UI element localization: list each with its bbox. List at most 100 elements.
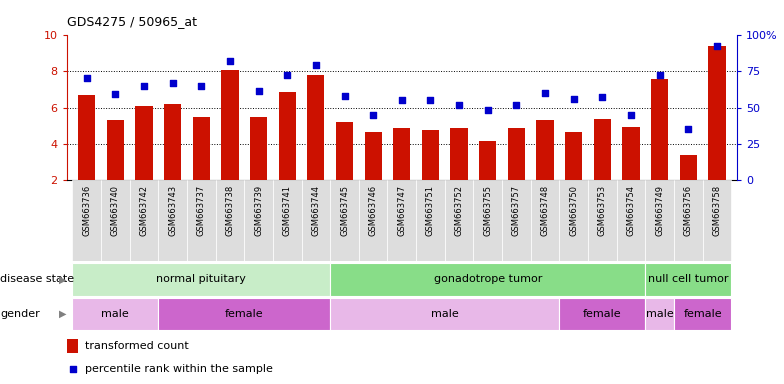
Text: transformed count: transformed count <box>85 341 189 351</box>
Bar <box>617 180 645 261</box>
Bar <box>101 180 129 261</box>
Text: GSM663741: GSM663741 <box>283 185 292 235</box>
Point <box>453 101 466 108</box>
Point <box>596 94 608 100</box>
Text: GSM663755: GSM663755 <box>483 185 492 235</box>
Text: GSM663737: GSM663737 <box>197 185 205 236</box>
Bar <box>129 180 158 261</box>
Point <box>223 58 236 64</box>
Bar <box>67 339 78 353</box>
Text: GSM663758: GSM663758 <box>713 185 721 236</box>
Bar <box>78 95 96 180</box>
Bar <box>359 180 387 261</box>
Bar <box>451 127 468 180</box>
Bar <box>336 122 353 180</box>
Text: GDS4275 / 50965_at: GDS4275 / 50965_at <box>67 15 197 28</box>
Bar <box>674 180 702 261</box>
Bar <box>365 132 382 180</box>
Point <box>395 97 408 103</box>
Text: GSM663738: GSM663738 <box>226 185 234 236</box>
Bar <box>674 298 731 330</box>
Point <box>166 79 179 86</box>
Text: GSM663757: GSM663757 <box>512 185 521 236</box>
Text: GSM663747: GSM663747 <box>397 185 406 236</box>
Point <box>539 90 551 96</box>
Bar <box>622 127 640 180</box>
Text: GSM663742: GSM663742 <box>140 185 148 235</box>
Bar <box>187 180 216 261</box>
Text: normal pituitary: normal pituitary <box>156 274 246 285</box>
Text: GSM663754: GSM663754 <box>626 185 636 235</box>
Bar <box>565 132 583 180</box>
Bar <box>164 104 181 180</box>
Text: GSM663739: GSM663739 <box>254 185 263 236</box>
Point <box>109 91 122 98</box>
Bar <box>593 119 611 180</box>
Bar <box>307 75 325 180</box>
Bar <box>536 120 554 180</box>
Bar <box>416 180 445 261</box>
Text: male: male <box>101 309 129 319</box>
Bar <box>531 180 559 261</box>
Point <box>281 72 293 78</box>
Bar <box>474 180 502 261</box>
Text: GSM663753: GSM663753 <box>598 185 607 236</box>
Bar <box>645 263 731 296</box>
Text: GSM663749: GSM663749 <box>655 185 664 235</box>
Bar <box>278 92 296 180</box>
Text: GSM663752: GSM663752 <box>455 185 463 235</box>
Text: GSM663740: GSM663740 <box>111 185 120 235</box>
Bar <box>221 70 238 180</box>
Bar <box>651 79 668 180</box>
Text: null cell tumor: null cell tumor <box>648 274 728 285</box>
Bar <box>193 117 210 180</box>
Bar <box>645 180 674 261</box>
Bar <box>502 180 531 261</box>
Bar <box>702 180 731 261</box>
Point <box>653 72 666 78</box>
Bar <box>559 298 645 330</box>
Bar <box>250 117 267 180</box>
Bar <box>422 130 439 180</box>
Bar <box>330 180 359 261</box>
Point <box>481 108 494 114</box>
Bar <box>302 180 330 261</box>
Point <box>367 112 379 118</box>
Text: GSM663748: GSM663748 <box>540 185 550 236</box>
Text: female: female <box>583 309 622 319</box>
Text: female: female <box>225 309 263 319</box>
Bar <box>708 46 725 180</box>
Bar <box>136 106 153 180</box>
Point <box>568 96 580 102</box>
Point <box>81 75 93 81</box>
Point <box>310 62 322 68</box>
Bar <box>273 180 302 261</box>
Point <box>138 83 151 89</box>
Text: GSM663744: GSM663744 <box>311 185 321 235</box>
Text: GSM663756: GSM663756 <box>684 185 693 236</box>
Bar <box>330 263 645 296</box>
Bar <box>508 129 525 180</box>
Bar <box>394 129 410 180</box>
Point <box>625 112 637 118</box>
Text: GSM663743: GSM663743 <box>168 185 177 236</box>
Text: percentile rank within the sample: percentile rank within the sample <box>85 364 273 374</box>
Bar <box>72 180 101 261</box>
Bar <box>330 298 559 330</box>
Text: male: male <box>431 309 459 319</box>
Bar <box>107 120 124 180</box>
Text: gender: gender <box>0 309 40 319</box>
Point <box>424 97 437 103</box>
Bar <box>680 155 697 180</box>
Text: GSM663736: GSM663736 <box>82 185 91 236</box>
Bar <box>559 180 588 261</box>
Point <box>710 43 723 49</box>
Bar <box>645 298 674 330</box>
Point <box>195 83 208 89</box>
Bar <box>588 180 617 261</box>
Text: GSM663750: GSM663750 <box>569 185 578 235</box>
Bar <box>245 180 273 261</box>
Text: ▶: ▶ <box>59 274 67 285</box>
Point <box>338 93 350 99</box>
Point <box>510 101 523 108</box>
